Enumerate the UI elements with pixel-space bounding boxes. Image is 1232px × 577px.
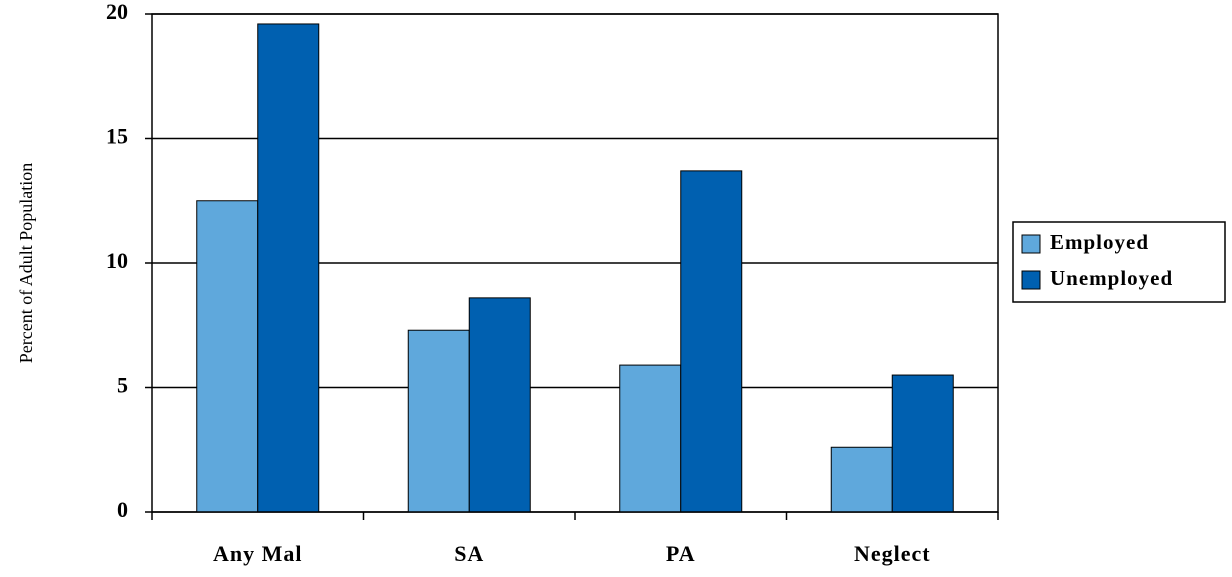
legend-box <box>1012 221 1226 303</box>
y-axis-label: Percent of Adult Population <box>16 163 36 363</box>
x-tick-label: Neglect <box>854 541 931 566</box>
bar <box>468 297 531 513</box>
bar <box>257 23 320 513</box>
x-tick-label: Any Mal <box>213 541 303 566</box>
legend-swatch <box>1021 234 1041 254</box>
y-tick-label: 20 <box>106 0 128 24</box>
bar <box>680 170 743 513</box>
y-tick-label: 15 <box>106 124 128 149</box>
legend-label: Employed <box>1050 230 1149 254</box>
plot-frame <box>151 13 999 513</box>
legend-label: Unemployed <box>1050 266 1173 290</box>
bar <box>830 446 893 513</box>
x-tick-label: PA <box>666 541 696 566</box>
y-tick-label: 10 <box>106 248 128 273</box>
bar <box>891 374 954 513</box>
y-tick-label: 5 <box>117 373 128 398</box>
bar <box>619 364 682 513</box>
y-tick-label: 0 <box>117 497 128 522</box>
x-tick-label: SA <box>454 541 484 566</box>
bar <box>407 329 470 513</box>
bar <box>196 200 259 513</box>
legend-swatch <box>1021 270 1041 290</box>
